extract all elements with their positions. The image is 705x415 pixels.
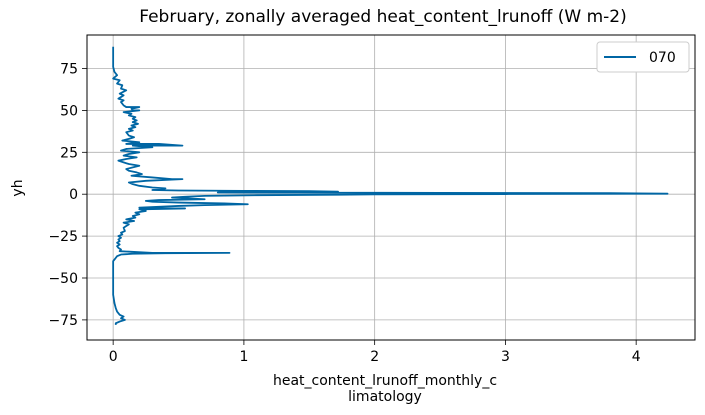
plot-frame (86, 34, 696, 341)
legend-box (596, 41, 690, 73)
y-tick-label: −25 (48, 229, 78, 245)
x-axis-ticks: 0 1 2 3 4 (109, 340, 641, 365)
y-tick-label: 0 (69, 187, 78, 203)
y-axis-label: yh (10, 179, 26, 196)
x-tick-label: 3 (501, 349, 510, 365)
y-tick-label: 75 (60, 62, 78, 78)
x-tick-label: 2 (370, 349, 379, 365)
legend: 070 (596, 41, 690, 73)
y-tick-label: −50 (48, 271, 78, 287)
y-tick-label: −75 (48, 313, 78, 329)
x-tick-label: 0 (109, 349, 118, 365)
x-tick-label: 4 (632, 349, 641, 365)
grid-lines (87, 35, 695, 340)
y-axis-ticks: −75 −50 −25 0 25 50 75 (48, 62, 87, 329)
y-tick-label: 25 (60, 145, 78, 161)
x-axis-label-line-1: heat_content_lrunoff_monthly_c (273, 373, 497, 389)
chart-title: February, zonally averaged heat_content_… (139, 7, 627, 27)
y-tick-label: 50 (60, 103, 78, 119)
series-line-070 (112, 46, 669, 325)
x-axis-label-line-2: limatology (348, 389, 422, 405)
x-tick-label: 1 (239, 349, 248, 365)
legend-label-070: 070 (649, 50, 676, 66)
